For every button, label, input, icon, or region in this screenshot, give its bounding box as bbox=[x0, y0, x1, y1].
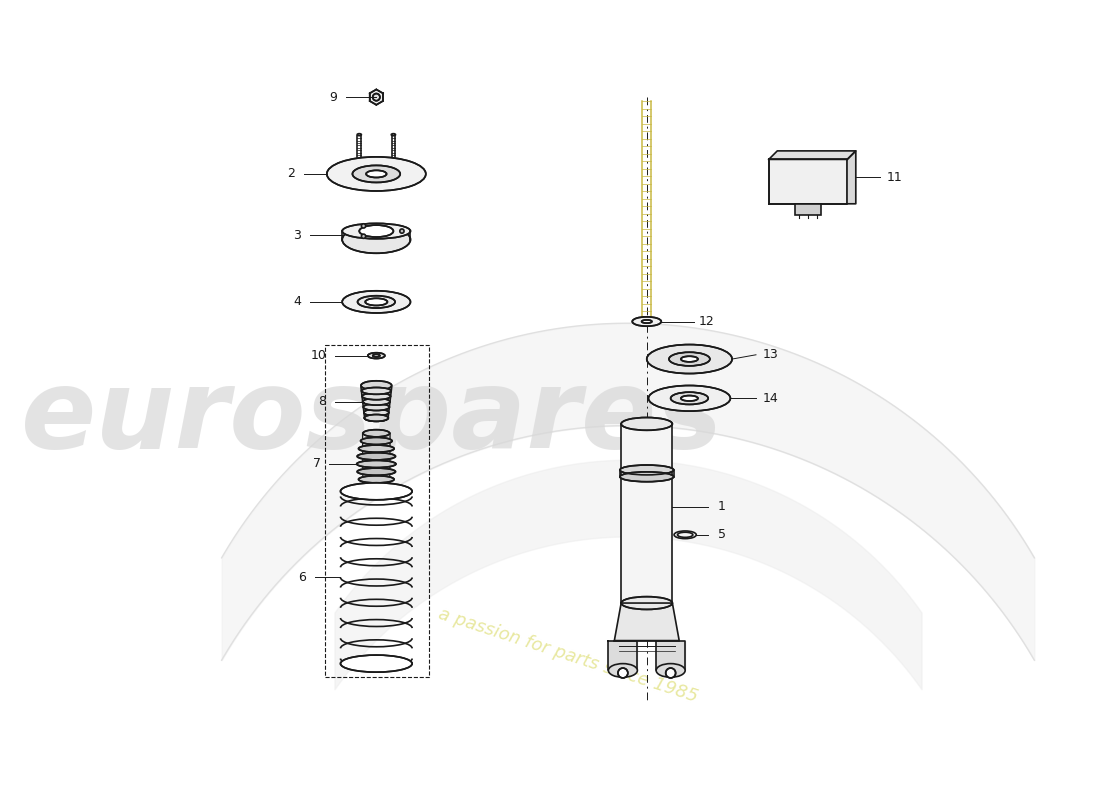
Ellipse shape bbox=[681, 395, 698, 401]
Ellipse shape bbox=[620, 465, 673, 475]
Ellipse shape bbox=[362, 393, 390, 400]
Ellipse shape bbox=[364, 409, 388, 416]
Ellipse shape bbox=[620, 472, 673, 482]
Ellipse shape bbox=[363, 398, 390, 405]
Polygon shape bbox=[847, 151, 856, 204]
Ellipse shape bbox=[632, 317, 661, 326]
Bar bbox=[795, 204, 821, 215]
Ellipse shape bbox=[358, 134, 362, 136]
Ellipse shape bbox=[363, 430, 389, 437]
Polygon shape bbox=[614, 603, 679, 641]
Text: 14: 14 bbox=[762, 392, 779, 405]
Circle shape bbox=[373, 94, 380, 101]
Ellipse shape bbox=[359, 445, 394, 452]
Ellipse shape bbox=[361, 438, 392, 445]
Polygon shape bbox=[657, 641, 685, 670]
Polygon shape bbox=[370, 90, 383, 105]
Text: eurospares: eurospares bbox=[21, 363, 724, 470]
Text: 12: 12 bbox=[698, 315, 714, 328]
Ellipse shape bbox=[363, 404, 389, 410]
Text: 3: 3 bbox=[293, 229, 301, 242]
Ellipse shape bbox=[341, 482, 412, 500]
Text: 5: 5 bbox=[718, 528, 726, 542]
Ellipse shape bbox=[341, 655, 412, 672]
Ellipse shape bbox=[365, 298, 387, 306]
Ellipse shape bbox=[364, 414, 388, 422]
Ellipse shape bbox=[647, 345, 733, 374]
Polygon shape bbox=[769, 151, 856, 159]
Ellipse shape bbox=[363, 491, 389, 498]
Circle shape bbox=[666, 668, 675, 678]
Text: 2: 2 bbox=[287, 167, 295, 181]
Text: 4: 4 bbox=[293, 295, 301, 308]
Circle shape bbox=[362, 224, 365, 228]
Text: 9: 9 bbox=[330, 90, 338, 104]
Ellipse shape bbox=[342, 290, 410, 313]
Text: 11: 11 bbox=[887, 171, 902, 184]
Text: 7: 7 bbox=[312, 458, 320, 470]
Bar bbox=[769, 159, 847, 204]
Ellipse shape bbox=[359, 476, 394, 483]
Ellipse shape bbox=[657, 664, 685, 678]
Ellipse shape bbox=[621, 418, 672, 430]
Ellipse shape bbox=[392, 134, 396, 136]
Ellipse shape bbox=[360, 225, 394, 237]
Ellipse shape bbox=[669, 352, 710, 366]
Ellipse shape bbox=[352, 166, 400, 182]
Ellipse shape bbox=[364, 414, 388, 422]
Circle shape bbox=[399, 229, 404, 234]
Circle shape bbox=[362, 234, 365, 238]
Polygon shape bbox=[608, 641, 637, 670]
Ellipse shape bbox=[366, 170, 386, 178]
Ellipse shape bbox=[621, 597, 672, 610]
Ellipse shape bbox=[361, 381, 392, 390]
Ellipse shape bbox=[681, 356, 698, 362]
Ellipse shape bbox=[358, 453, 396, 460]
Ellipse shape bbox=[342, 226, 410, 254]
Text: a passion for parts since 1985: a passion for parts since 1985 bbox=[437, 606, 701, 706]
Ellipse shape bbox=[356, 461, 396, 467]
Text: 10: 10 bbox=[310, 349, 327, 362]
Circle shape bbox=[618, 668, 628, 678]
Ellipse shape bbox=[361, 483, 392, 490]
Ellipse shape bbox=[649, 386, 730, 411]
Ellipse shape bbox=[608, 664, 637, 678]
Text: 6: 6 bbox=[298, 571, 306, 584]
Ellipse shape bbox=[358, 296, 395, 308]
Ellipse shape bbox=[327, 157, 426, 191]
Ellipse shape bbox=[671, 392, 708, 405]
Text: 1: 1 bbox=[718, 500, 726, 513]
Ellipse shape bbox=[373, 354, 380, 357]
Text: 13: 13 bbox=[762, 348, 779, 362]
Ellipse shape bbox=[358, 468, 396, 475]
Ellipse shape bbox=[367, 353, 385, 358]
Bar bbox=[621, 424, 672, 603]
Ellipse shape bbox=[342, 223, 410, 238]
Text: 8: 8 bbox=[319, 395, 327, 408]
Ellipse shape bbox=[362, 387, 392, 394]
Ellipse shape bbox=[641, 320, 652, 323]
